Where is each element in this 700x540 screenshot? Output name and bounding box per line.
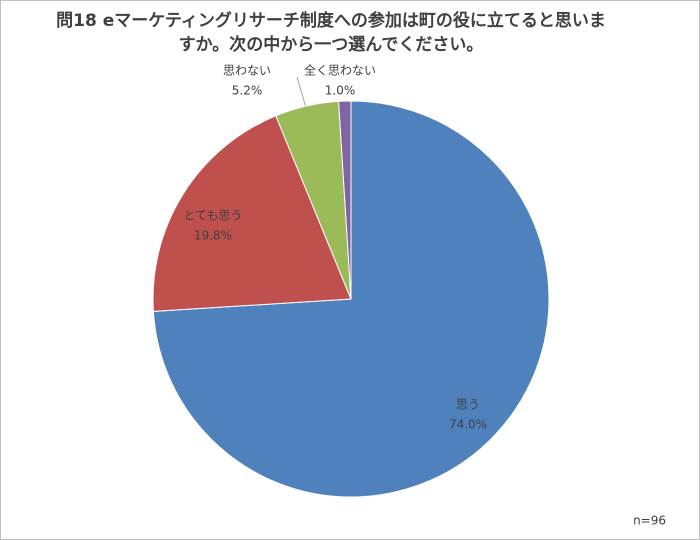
slice-label: 思わない [223, 64, 271, 78]
value-label: 1.0% [325, 84, 356, 98]
value-label: 5.2% [232, 84, 263, 98]
sample-note: n=96 [633, 514, 666, 528]
slice-label: 全く思わない [304, 63, 376, 78]
slice-label: 思う [456, 398, 480, 412]
value-label: 74.0% [449, 418, 487, 432]
value-label: 19.8% [194, 229, 232, 243]
leader-line [296, 76, 308, 112]
pie-slice [338, 100, 352, 300]
pie-slice [152, 115, 352, 312]
chart-title: 問18 eマーケティングリサーチ制度への参加は町の役に立てると思いますか。次の中… [56, 11, 606, 55]
slice-label: とても思う [183, 209, 242, 223]
